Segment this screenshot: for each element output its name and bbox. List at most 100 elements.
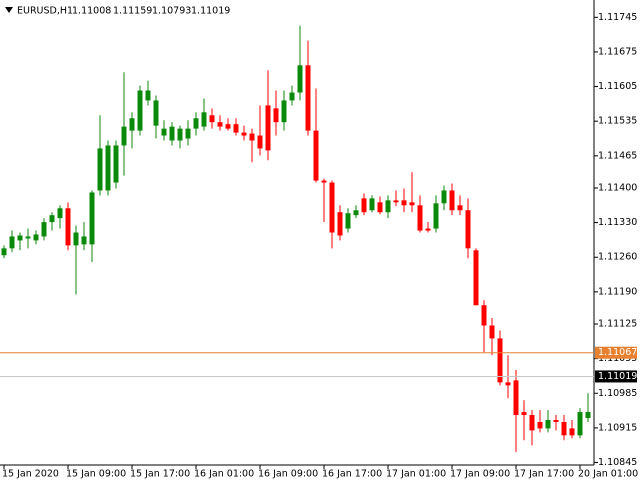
header-value: 1.11019 xyxy=(191,6,230,17)
candle-body xyxy=(561,421,567,436)
candle-body xyxy=(417,205,423,231)
candle-body xyxy=(257,135,263,149)
symbol: EURUSD,H1 xyxy=(17,6,73,17)
candle-body xyxy=(489,325,495,339)
candle-body xyxy=(361,198,367,213)
candle-body xyxy=(113,145,119,183)
candle-body xyxy=(377,202,383,213)
candle-body xyxy=(393,200,399,203)
y-tick-label: 1.11745 xyxy=(598,12,637,23)
candle-body xyxy=(33,234,39,241)
candle-body xyxy=(281,100,287,123)
candle-body xyxy=(329,182,335,233)
x-tick-label: 20 Jan 01:00 xyxy=(578,469,638,480)
candle-body xyxy=(57,208,63,219)
candle-body xyxy=(577,412,583,436)
candle-body xyxy=(521,412,527,416)
candle-body xyxy=(121,126,127,146)
candle-body xyxy=(193,118,199,129)
x-tick-label: 17 Jan 01:00 xyxy=(386,469,446,480)
candle-body xyxy=(201,112,207,127)
y-tick-label: 1.11125 xyxy=(598,319,637,330)
candle-body xyxy=(585,412,591,419)
candle-body xyxy=(305,65,311,131)
candle-body xyxy=(433,203,439,229)
candle-body xyxy=(553,419,559,422)
price-label: 1.11067 xyxy=(598,347,637,358)
x-tick-label: 15 Jan 2020 xyxy=(2,469,59,480)
x-tick-label: 16 Jan 01:00 xyxy=(194,469,254,480)
y-tick-label: 1.11330 xyxy=(598,217,637,228)
price-label: 1.11019 xyxy=(598,371,637,382)
candle-body xyxy=(481,305,487,326)
x-tick-label: 16 Jan 09:00 xyxy=(258,469,318,480)
x-tick-label: 17 Jan 09:00 xyxy=(450,469,510,480)
candle-body xyxy=(17,235,23,241)
y-tick-label: 1.10985 xyxy=(598,388,637,399)
candle-body xyxy=(1,248,7,256)
candle-body xyxy=(409,202,415,206)
candle-body xyxy=(513,380,519,416)
y-tick-label: 1.11260 xyxy=(598,252,637,263)
y-tick-label: 1.10915 xyxy=(598,422,637,433)
y-tick-label: 1.10845 xyxy=(598,457,637,468)
x-tick-label: 17 Jan 17:00 xyxy=(514,469,574,480)
candle-body xyxy=(401,200,407,206)
y-tick-label: 1.11400 xyxy=(598,182,637,193)
candle-body xyxy=(569,428,575,436)
candle-body xyxy=(441,190,447,204)
candle-body xyxy=(353,210,359,216)
candle-body xyxy=(97,148,103,191)
candle-body xyxy=(169,126,175,141)
candle-body xyxy=(185,128,191,139)
candle-body xyxy=(345,213,351,229)
y-tick-label: 1.11465 xyxy=(598,150,637,161)
candle-body xyxy=(297,65,303,93)
y-tick-label: 1.11605 xyxy=(598,81,637,92)
candle-body xyxy=(161,128,167,136)
candle-body xyxy=(65,208,71,246)
candle-body xyxy=(49,215,55,223)
candle-body xyxy=(89,192,95,245)
y-tick-label: 1.11675 xyxy=(598,46,637,57)
candle-body xyxy=(241,132,247,136)
candle-body xyxy=(457,205,463,211)
x-tick-label: 16 Jan 17:00 xyxy=(322,469,382,480)
candle-body xyxy=(425,228,431,231)
candle-body xyxy=(9,236,15,249)
x-tick-label: 15 Jan 17:00 xyxy=(130,469,190,480)
x-tick-label: 15 Jan 09:00 xyxy=(66,469,126,480)
y-tick-label: 1.11535 xyxy=(598,116,637,127)
y-tick-label: 1.11190 xyxy=(598,286,637,297)
candle-body xyxy=(265,105,271,151)
candle-body xyxy=(153,100,159,126)
candle-body xyxy=(385,200,391,213)
candle-body xyxy=(225,124,231,129)
header-value: 1.11159 xyxy=(113,6,152,17)
candle-body xyxy=(273,108,279,123)
header-value: 1.10793 xyxy=(152,6,191,17)
candle-body xyxy=(321,180,327,183)
candle-body xyxy=(537,421,543,429)
candle-body xyxy=(105,145,111,191)
candle-body xyxy=(81,236,87,245)
candle-body xyxy=(473,250,479,306)
candle-body xyxy=(505,382,511,386)
menu-triangle[interactable] xyxy=(5,7,13,13)
candle-body xyxy=(145,90,151,101)
candle-body xyxy=(497,338,503,383)
candle-body xyxy=(217,122,223,127)
candle-body xyxy=(25,236,31,239)
price-label-bg xyxy=(595,370,637,383)
candle-body xyxy=(233,124,239,133)
candle-body xyxy=(529,415,535,431)
candle-body xyxy=(41,222,47,237)
candle-body xyxy=(137,90,143,131)
candle-body xyxy=(369,198,375,211)
candle-body xyxy=(545,419,551,429)
candle-body xyxy=(209,115,215,123)
candle-body xyxy=(337,212,343,236)
candle-body xyxy=(129,118,135,131)
